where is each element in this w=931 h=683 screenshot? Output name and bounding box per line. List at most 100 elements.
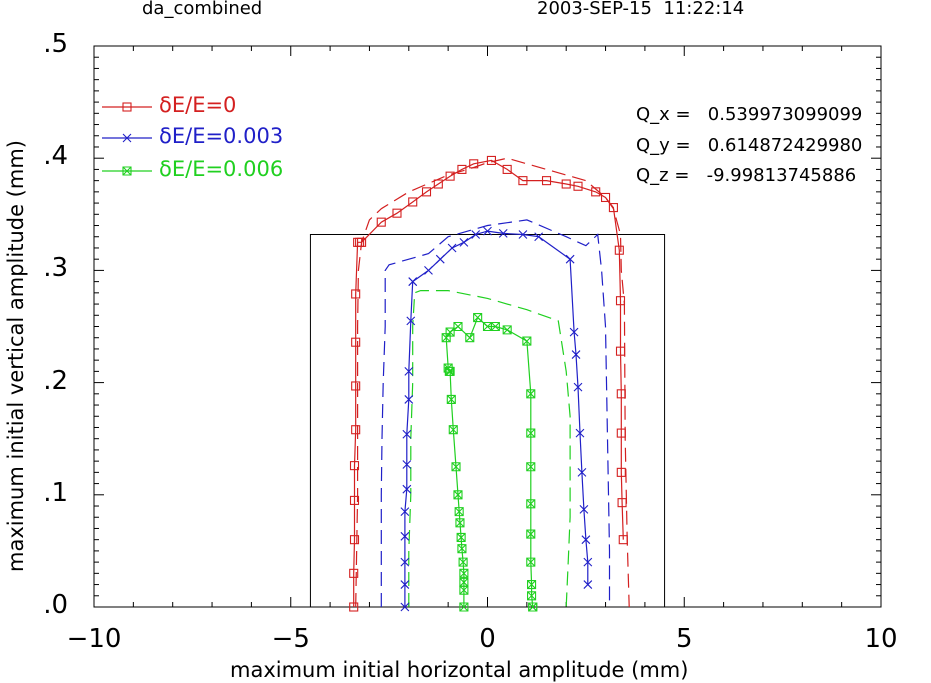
data-point	[400, 602, 410, 612]
data-point	[617, 498, 627, 508]
data-point	[616, 428, 626, 438]
data-point	[526, 499, 536, 509]
data-point	[400, 557, 410, 567]
legend-marker-1	[122, 133, 132, 143]
data-point	[528, 602, 538, 612]
data-point	[561, 179, 571, 189]
data-point	[456, 532, 466, 542]
data-point	[459, 602, 469, 612]
data-point	[490, 321, 500, 332]
data-point	[573, 382, 583, 392]
data-point	[577, 467, 587, 477]
data-point	[400, 580, 410, 589]
x-tick-label: −10	[66, 624, 122, 654]
data-point	[591, 187, 601, 197]
data-point	[402, 484, 412, 494]
data-point	[473, 312, 483, 323]
data-point	[579, 504, 589, 514]
data-point	[455, 518, 465, 528]
data-point	[443, 363, 453, 373]
data-point	[573, 181, 583, 191]
data-point	[483, 226, 492, 236]
y-tick-label: .0	[43, 590, 68, 620]
series-line-1	[404, 230, 589, 607]
data-point	[453, 490, 463, 500]
data-point	[459, 568, 469, 578]
x-tick-label: −5	[271, 624, 310, 654]
legend-entry-1: δE/E=0.003	[159, 124, 284, 148]
data-point	[351, 337, 361, 347]
data-point	[471, 230, 481, 239]
data-point	[349, 535, 360, 545]
data-point	[526, 557, 536, 567]
data-point	[616, 389, 626, 399]
data-point	[541, 176, 552, 186]
legend-entry-0: δE/E=0	[159, 93, 237, 117]
data-point	[408, 197, 418, 207]
data-point	[469, 159, 479, 169]
data-point	[433, 179, 443, 189]
data-point	[351, 425, 361, 435]
data-point	[583, 557, 593, 567]
data-point	[402, 429, 412, 439]
header-left: da_combined	[142, 0, 263, 19]
data-point	[498, 228, 508, 238]
series-line-0	[353, 159, 624, 607]
data-point	[565, 254, 575, 264]
x-tick-label: 10	[864, 624, 898, 654]
data-point	[581, 535, 591, 545]
data-point	[408, 277, 418, 287]
x-axis-title: maximum initial horizontal amplitude (mm…	[230, 658, 689, 682]
data-point	[486, 155, 496, 165]
legend-entry-2: δE/E=0.006	[159, 157, 284, 181]
data-point	[583, 580, 593, 589]
data-point	[457, 164, 467, 174]
q-y-value: Q_y = 0.614872429980	[636, 135, 863, 156]
y-tick-label: .2	[43, 365, 68, 396]
dashed-boundary-1	[380, 219, 611, 607]
data-point	[404, 366, 414, 376]
legend-marker-2	[122, 166, 132, 176]
header-right: 2003-SEP-15 11:22:14	[537, 0, 745, 19]
data-point	[618, 535, 628, 545]
data-point	[349, 602, 359, 612]
data-point	[453, 321, 463, 332]
aperture-box	[309, 233, 666, 608]
data-point	[616, 467, 626, 477]
data-point	[522, 336, 532, 346]
data-point	[441, 333, 451, 343]
data-point	[448, 425, 458, 435]
data-point	[465, 333, 475, 343]
y-tick-label: .3	[43, 253, 68, 284]
data-point	[446, 394, 456, 404]
data-point	[518, 230, 528, 239]
data-point	[534, 232, 544, 242]
y-tick-label: .5	[43, 29, 68, 59]
data-point	[457, 544, 467, 554]
data-point	[518, 176, 528, 186]
data-point	[459, 237, 469, 247]
data-point	[526, 529, 536, 539]
data-point	[527, 580, 537, 590]
data-point	[502, 164, 512, 174]
data-point	[404, 395, 414, 404]
data-point	[502, 325, 512, 335]
x-tick-label: 0	[479, 624, 496, 654]
data-point	[615, 296, 626, 306]
data-point	[447, 243, 457, 253]
data-point	[575, 428, 585, 438]
legend-marker-0	[122, 102, 132, 112]
data-point	[435, 254, 445, 264]
data-point	[526, 462, 536, 472]
data-point	[400, 531, 410, 541]
y-tick-label: .4	[43, 141, 68, 172]
data-point	[445, 327, 455, 337]
data-point	[615, 346, 626, 356]
data-point	[454, 507, 464, 517]
y-tick-label: .1	[43, 477, 68, 508]
data-point	[614, 245, 624, 255]
data-point	[526, 428, 536, 438]
series-line-2	[445, 316, 534, 608]
x-tick-label: 5	[675, 624, 693, 654]
